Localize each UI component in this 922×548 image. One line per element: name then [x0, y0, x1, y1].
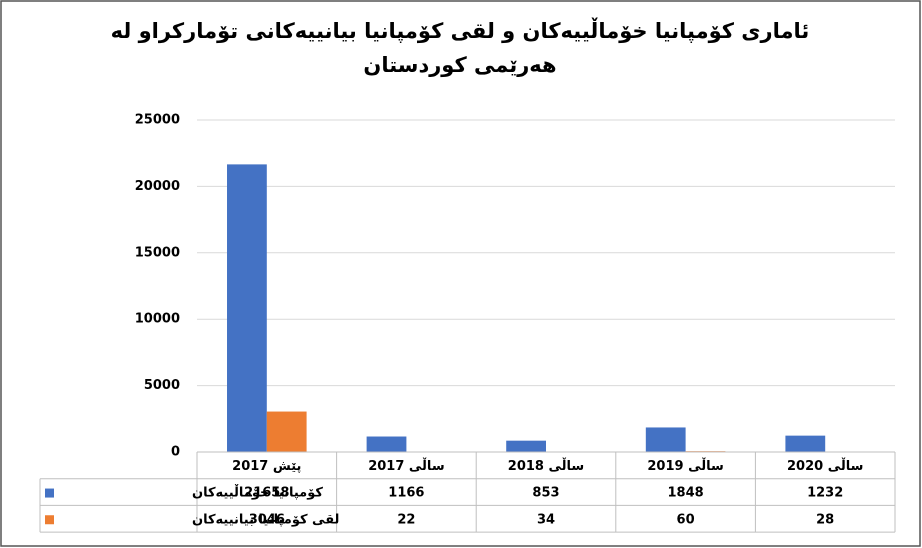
table-value: 853: [532, 486, 559, 501]
table-value: 1232: [807, 486, 843, 501]
y-tick-label: 0: [171, 445, 180, 460]
table-value: 22: [397, 512, 415, 527]
y-tick-label: 15000: [135, 245, 180, 260]
x-tick-label: ساڵی 2019: [647, 457, 723, 474]
x-tick-label: ساڵی 2017: [368, 457, 444, 474]
table-value: 3046: [249, 512, 285, 527]
table-value: 1848: [668, 486, 704, 501]
legend-swatch: [45, 515, 54, 525]
bar: [227, 164, 267, 452]
bar: [645, 427, 686, 452]
y-tick-label: 25000: [135, 113, 180, 128]
y-tick-label: 10000: [135, 312, 180, 327]
y-tick-label: 20000: [135, 179, 180, 194]
x-tick-label: ساڵی 2020: [787, 457, 863, 474]
legend-label: کۆمپانیا خۆماڵییەکان: [192, 484, 323, 501]
table-value: 60: [677, 512, 695, 527]
table-value: 21658: [244, 486, 289, 501]
bar: [366, 436, 407, 452]
bar: [266, 411, 307, 452]
bar: [785, 435, 826, 452]
table-value: 1166: [388, 486, 424, 501]
chart-title: ئاماری کۆمپانیا خۆماڵییەکان و لقی کۆمپان…: [110, 19, 810, 77]
table-value: 34: [537, 512, 555, 527]
y-tick-label: 5000: [144, 378, 180, 393]
table-value: 28: [816, 512, 834, 527]
legend-swatch: [45, 488, 54, 498]
x-tick-label: پێش 2017: [232, 459, 301, 474]
bar: [506, 440, 546, 452]
x-tick-label: ساڵی 2018: [508, 457, 584, 474]
legend-label: لقی کۆمپانیا بیانییەکان: [192, 512, 339, 527]
